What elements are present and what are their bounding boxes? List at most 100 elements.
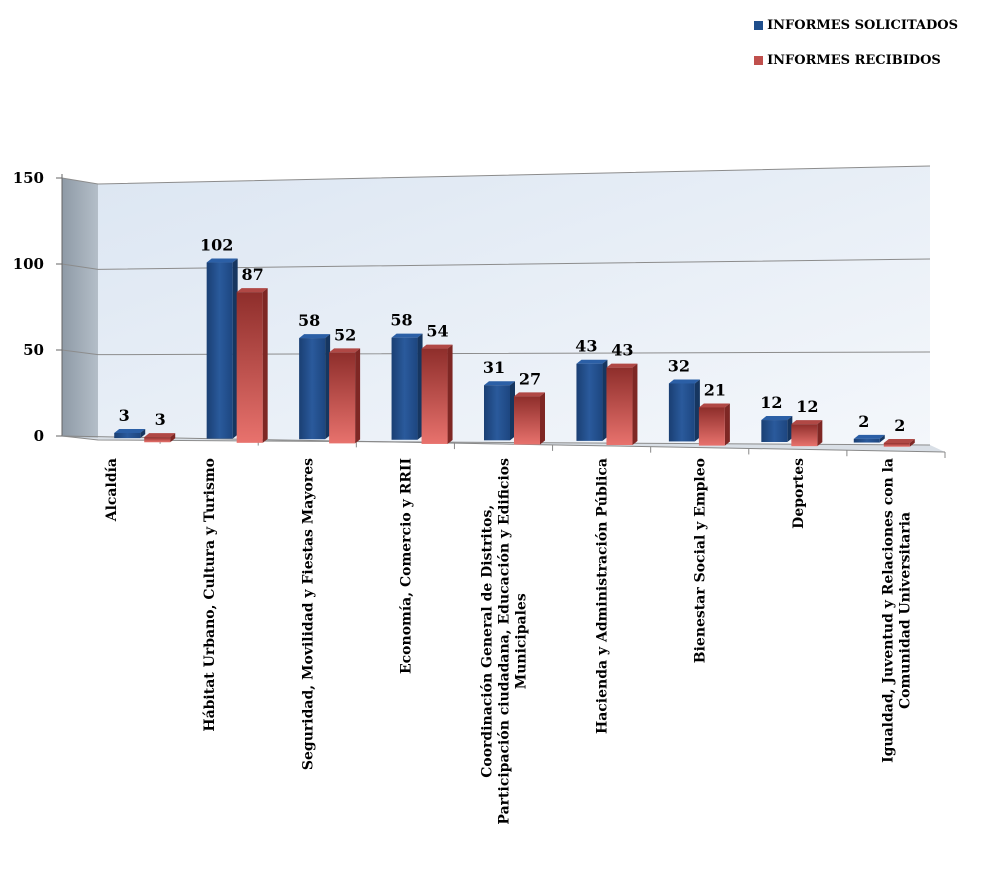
bar-front: [606, 367, 633, 446]
bar-side: [140, 428, 146, 439]
data-label-solicitados: 43: [575, 337, 597, 356]
bar-top: [791, 420, 823, 425]
bar-side: [510, 381, 515, 441]
legend: INFORMES SOLICITADOS INFORMES RECIBIDOS: [754, 14, 958, 84]
y-tick-label: 50: [23, 341, 44, 359]
x-tick-label: Bienestar Social y Empleo: [693, 458, 709, 663]
data-label-solicitados: 12: [760, 393, 782, 412]
bar-front: [236, 292, 263, 443]
bar-top: [576, 359, 608, 364]
x-tick-label: Alcaldía: [104, 458, 120, 522]
bar-front: [576, 363, 603, 441]
bar-side: [170, 433, 176, 443]
gridline: [61, 349, 931, 356]
bar-side: [909, 439, 915, 447]
data-label-recibidos: 43: [611, 341, 633, 360]
x-tick-label: Deportes: [791, 458, 807, 529]
x-tick-label-line: Economía, Comercio y RRII: [398, 458, 414, 674]
y-tick-label: 100: [13, 255, 44, 273]
x-tick-label: Seguridad, Movilidad y Fiestas Mayores: [300, 458, 316, 770]
gridline: [61, 165, 931, 185]
bar-recibidos-1: [236, 288, 268, 443]
bar-front: [329, 352, 356, 444]
x-tick-label: Igualdad, Juventud y Relaciones con laCo…: [880, 458, 913, 763]
bar-solicitados-4: [484, 381, 515, 441]
bar-side: [632, 363, 638, 446]
x-tick-label-line: Comunidad Universitaria: [897, 512, 913, 709]
x-tick-label-line: Municipales: [514, 593, 530, 689]
data-label-recibidos: 27: [519, 369, 541, 388]
bar-side: [602, 359, 608, 441]
legend-label-solicitados: INFORMES SOLICITADOS: [767, 17, 958, 33]
bar-side: [447, 344, 453, 444]
bar-recibidos-2: [329, 348, 361, 444]
bar-solicitados-2: [299, 334, 331, 440]
data-label-solicitados: 58: [390, 311, 412, 330]
bar-recibidos-7: [791, 420, 823, 447]
x-tick-label: Coordinación General de Distritos,Partic…: [480, 458, 530, 825]
bar-side: [724, 403, 730, 446]
bar-front: [883, 443, 910, 447]
bar-front: [421, 348, 448, 444]
bar-side: [232, 258, 238, 439]
bar-side: [787, 416, 793, 442]
bar-recibidos-0: [144, 433, 176, 443]
data-label-recibidos: 52: [334, 325, 356, 344]
bar-front: [698, 407, 725, 446]
bar-solicitados-5: [576, 359, 608, 441]
x-tick-label-line: Alcaldía: [104, 458, 120, 522]
bar-solicitados-3: [391, 333, 423, 440]
bar-side: [817, 420, 823, 447]
x-tick-label-line: Hacienda y Administración Pública: [595, 458, 611, 734]
bar-front: [484, 385, 510, 441]
data-label-solicitados: 3: [119, 406, 130, 425]
y-tick-label: 0: [34, 427, 44, 445]
bar-top: [698, 403, 730, 408]
x-axis-line: [61, 435, 946, 453]
data-label-solicitados: 32: [668, 356, 690, 375]
data-label-recibidos: 2: [894, 416, 905, 435]
bar-side: [694, 379, 700, 442]
bar-side: [540, 392, 545, 445]
bar-top: [514, 392, 545, 397]
bar-solicitados-7: [761, 416, 793, 442]
bar-recibidos-4: [514, 392, 545, 445]
bar-solicitados-8: [853, 434, 885, 443]
bar-top: [329, 348, 361, 353]
bar-solicitados-6: [668, 379, 700, 442]
legend-label-recibidos: INFORMES RECIBIDOS: [767, 52, 941, 68]
bar-front: [853, 438, 880, 443]
bar-top: [391, 333, 423, 338]
gridline: [61, 435, 931, 446]
x-tick-label-line: Deportes: [791, 458, 807, 529]
bar-top: [299, 334, 331, 339]
bar-top: [236, 288, 268, 293]
bar-side: [325, 334, 331, 440]
bar-front: [761, 420, 788, 442]
data-label-recibidos: 21: [704, 380, 726, 399]
bar-solicitados-0: [114, 428, 146, 439]
bar-recibidos-3: [421, 344, 453, 444]
side-wall: [62, 178, 98, 440]
legend-item-recibidos: INFORMES RECIBIDOS: [754, 49, 958, 71]
bar-side: [262, 288, 268, 443]
legend-item-solicitados: INFORMES SOLICITADOS: [754, 14, 958, 36]
legend-swatch-solicitados: [754, 20, 764, 30]
bar-front: [514, 396, 540, 445]
data-label-recibidos: 3: [155, 410, 166, 429]
bar-recibidos-5: [606, 363, 638, 446]
data-label-recibidos: 54: [426, 322, 448, 341]
bar-front: [791, 424, 818, 447]
bar-top: [421, 344, 453, 349]
bar-top: [484, 381, 515, 386]
x-tick-label-line: Coordinación General de Distritos,: [480, 505, 496, 778]
bar-top: [606, 363, 638, 368]
bar-front: [391, 337, 418, 440]
bar-top: [114, 428, 146, 433]
bar-top: [206, 258, 238, 263]
bar-recibidos-6: [698, 403, 730, 446]
x-tick-label: Hábitat Urbano, Cultura y Turismo: [202, 458, 218, 732]
bar-side: [879, 434, 885, 443]
y-tick-label: 150: [13, 169, 44, 187]
